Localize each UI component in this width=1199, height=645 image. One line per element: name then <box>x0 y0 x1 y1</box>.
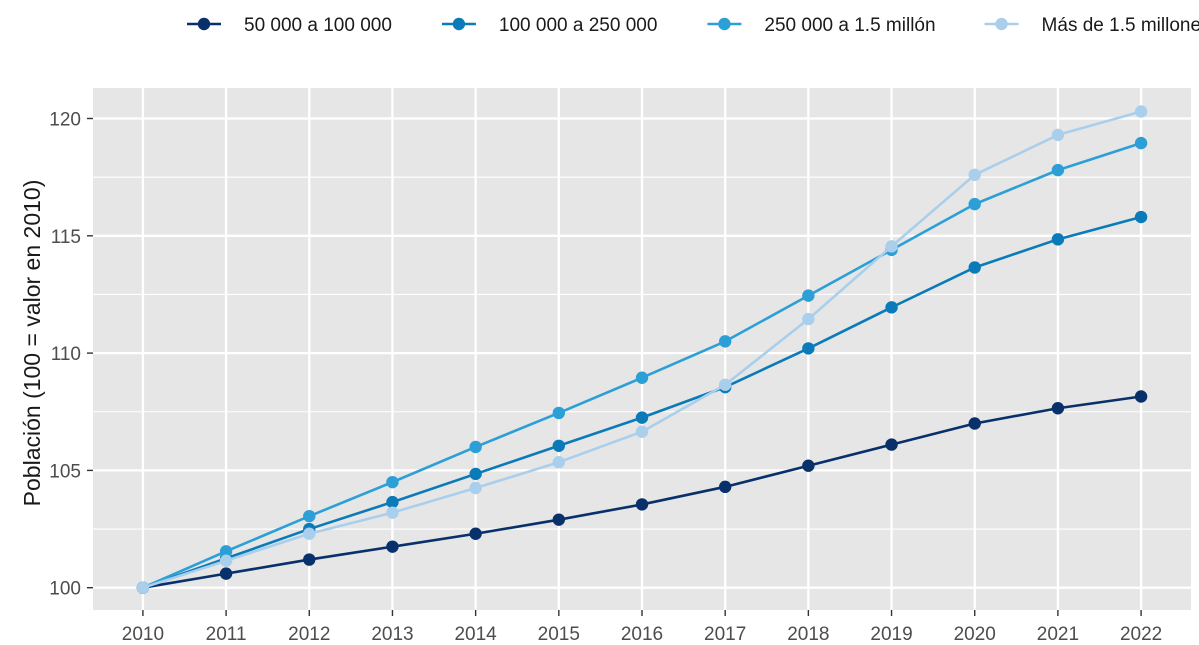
y-tick-label: 115 <box>51 227 81 248</box>
legend-item: Más de 1.5 millones <box>984 15 1199 36</box>
data-point <box>1134 210 1148 224</box>
legend-label: Más de 1.5 millones <box>1042 15 1199 36</box>
data-point <box>1051 163 1065 177</box>
x-tick-label: 2014 <box>454 624 497 645</box>
y-tick-label: 110 <box>51 344 81 365</box>
data-point <box>635 425 649 438</box>
data-point <box>718 378 732 391</box>
data-point <box>386 475 399 489</box>
data-point <box>552 513 566 526</box>
data-point <box>802 342 815 355</box>
x-tick-label: 2022 <box>1120 624 1162 645</box>
legend-label: 250 000 a 1.5 millón <box>764 15 935 36</box>
x-tick-label: 2015 <box>538 624 580 645</box>
data-point <box>1051 233 1065 246</box>
data-point <box>885 240 898 253</box>
data-point <box>635 371 649 384</box>
x-tick-label: 2020 <box>954 624 996 645</box>
x-tick-label: 2016 <box>621 624 663 645</box>
data-point <box>885 301 898 314</box>
legend-item: 100 000 a 250 000 <box>441 15 658 36</box>
y-axis: 100 105 110 115 120 <box>49 109 93 600</box>
legend-key-marker <box>452 17 466 31</box>
data-point <box>219 545 233 558</box>
legend-key-marker <box>197 17 211 31</box>
data-point <box>1134 390 1148 403</box>
data-point <box>469 440 482 454</box>
series-layer <box>136 105 1148 594</box>
data-point <box>802 312 815 326</box>
data-point <box>968 197 981 211</box>
data-point <box>303 553 316 566</box>
x-tick-label: 2018 <box>787 624 829 645</box>
series-4 <box>136 105 1148 594</box>
legend-key-marker <box>718 17 731 31</box>
x-tick-label: 2021 <box>1037 624 1079 645</box>
x-axis: 2010 2011 2012 2013 2014 2015 2016 2017 2018 2019… <box>122 610 1162 645</box>
data-point <box>386 506 399 519</box>
data-point <box>386 495 399 509</box>
data-point <box>136 581 150 594</box>
y-axis-title: Población (100 = valor en 2010) <box>19 180 45 507</box>
data-point <box>718 480 732 494</box>
y-tick-label: 100 <box>49 579 81 600</box>
data-point <box>303 527 316 540</box>
x-tick-label: 2019 <box>870 624 912 645</box>
legend-label: 50 000 a 100 000 <box>244 15 392 36</box>
data-point <box>469 481 482 495</box>
legend-label: 100 000 a 250 000 <box>499 15 658 36</box>
data-point <box>219 567 233 580</box>
legend-item: 250 000 a 1.5 millón <box>707 15 936 36</box>
y-tick-label: 105 <box>49 461 81 482</box>
data-point <box>968 417 981 430</box>
data-point <box>1051 128 1065 142</box>
x-tick-label: 2010 <box>122 624 164 645</box>
data-point <box>635 498 649 511</box>
data-point <box>802 289 815 302</box>
data-point <box>1134 105 1148 118</box>
data-point <box>219 554 233 567</box>
data-point <box>802 459 815 472</box>
data-point <box>718 335 732 348</box>
data-point <box>968 168 981 182</box>
data-point <box>552 439 566 452</box>
data-point <box>635 411 649 424</box>
data-point <box>552 406 566 420</box>
data-point <box>885 438 898 451</box>
data-point <box>968 261 981 274</box>
y-tick-label: 120 <box>49 109 81 130</box>
x-tick-label: 2012 <box>288 624 330 645</box>
legend-key-marker <box>995 17 1008 31</box>
data-point <box>1134 136 1148 150</box>
x-tick-label: 2011 <box>206 624 247 645</box>
x-tick-label: 2013 <box>371 624 413 645</box>
data-point <box>1051 402 1065 415</box>
data-point <box>469 527 482 540</box>
data-point <box>469 467 482 481</box>
x-tick-label: 2017 <box>704 624 746 645</box>
data-point <box>552 455 566 469</box>
legend: 50 000 a 100 000 100 000 a 250 000 250 000… <box>187 15 1199 36</box>
data-point <box>303 509 316 523</box>
legend-item: 50 000 a 100 000 <box>187 15 392 36</box>
data-point <box>386 540 399 553</box>
